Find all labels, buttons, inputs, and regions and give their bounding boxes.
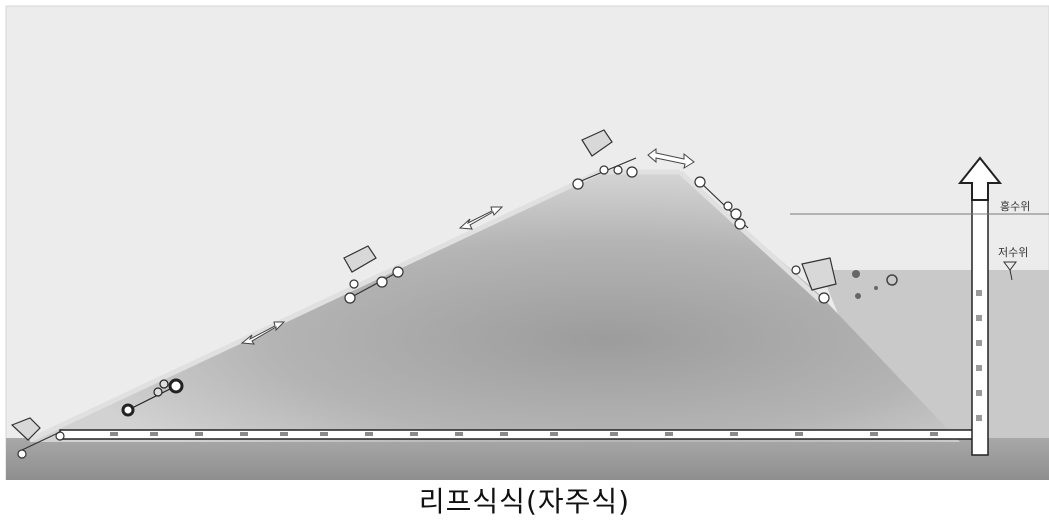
water-level-marker-icon bbox=[1003, 261, 1017, 271]
lift-vehicle bbox=[10, 417, 65, 459]
dam-body bbox=[30, 172, 960, 442]
double-arrow-icon bbox=[647, 148, 695, 170]
lift-vehicle bbox=[121, 378, 184, 417]
low-level-label: 저수위 bbox=[998, 246, 1028, 259]
shaft-markings bbox=[976, 290, 982, 421]
dam-diagram: 홍수위 저수위 bbox=[5, 5, 1049, 480]
ground bbox=[6, 438, 1049, 480]
lift-vehicle bbox=[572, 129, 638, 190]
diagram-caption: 리프식식(자주식) bbox=[418, 485, 631, 518]
lift-vehicle bbox=[343, 245, 404, 304]
tube-markings bbox=[110, 432, 938, 436]
flood-level-label: 홍수위 bbox=[1000, 199, 1030, 213]
double-arrow-icon bbox=[240, 321, 286, 345]
lift-vehicle bbox=[791, 257, 837, 304]
double-arrow-icon bbox=[458, 206, 504, 230]
lift-vehicle bbox=[694, 176, 749, 230]
water-level-marker-tick bbox=[1009, 269, 1013, 281]
dam-downstream-face bbox=[678, 170, 822, 302]
debris bbox=[852, 270, 878, 299]
reservoir-water bbox=[820, 270, 1049, 480]
up-arrow-icon bbox=[957, 156, 1003, 201]
ring-icon bbox=[886, 274, 898, 286]
